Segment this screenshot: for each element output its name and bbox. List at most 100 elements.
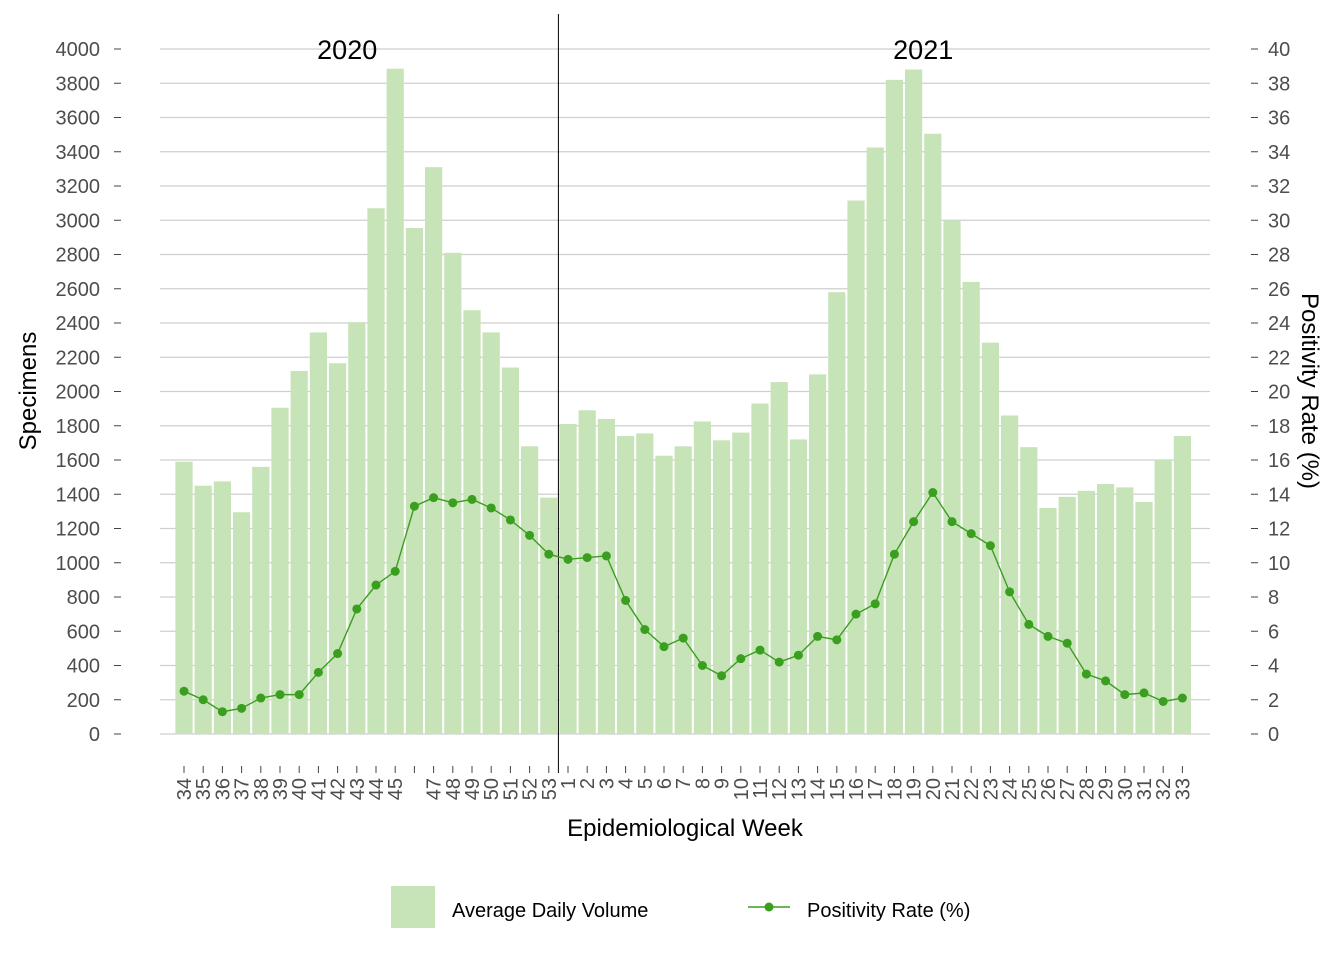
volume-bar bbox=[943, 220, 961, 734]
volume-bar bbox=[463, 310, 481, 734]
y-tick-label: 1000 bbox=[56, 553, 101, 575]
x-tick-label: 41 bbox=[308, 778, 330, 800]
x-tick-label: 44 bbox=[366, 778, 388, 800]
positivity-point bbox=[448, 498, 458, 508]
x-tick-label: 31 bbox=[1134, 778, 1156, 800]
legend-label-positivity: Positivity Rate (%) bbox=[807, 900, 970, 922]
x-tick-label: 18 bbox=[884, 778, 906, 800]
x-tick-label: 34 bbox=[174, 778, 196, 800]
y2-axis-title: Positivity Rate (%) bbox=[1296, 293, 1323, 489]
x-tick-label: 2 bbox=[577, 778, 599, 789]
x-tick-label: 50 bbox=[481, 778, 503, 800]
x-tick-label: 36 bbox=[212, 778, 234, 800]
volume-bar bbox=[962, 281, 980, 734]
volume-bar bbox=[405, 227, 423, 735]
positivity-point bbox=[793, 650, 803, 660]
y-tick-label: 2600 bbox=[56, 279, 101, 301]
volume-bar bbox=[540, 497, 558, 734]
y-tick-label: 3200 bbox=[56, 176, 101, 198]
x-tick-label: 29 bbox=[1096, 778, 1118, 800]
positivity-point bbox=[563, 554, 573, 564]
x-tick-label: 1 bbox=[558, 778, 580, 789]
x-tick-label: 39 bbox=[270, 778, 292, 800]
x-tick-label: 22 bbox=[961, 778, 983, 800]
x-tick-label: 47 bbox=[424, 778, 446, 800]
positivity-point bbox=[371, 580, 381, 590]
x-tick-label: 7 bbox=[673, 778, 695, 789]
y-tick-label: 3600 bbox=[56, 108, 101, 130]
positivity-point bbox=[313, 667, 323, 677]
positivity-point bbox=[486, 503, 496, 513]
x-tick-label: 45 bbox=[385, 778, 407, 800]
y-tick-label: 2400 bbox=[56, 313, 101, 335]
volume-bar bbox=[674, 446, 692, 734]
x-tick-label: 10 bbox=[731, 778, 753, 800]
positivity-point bbox=[1024, 619, 1034, 629]
x-tick-label: 33 bbox=[1172, 778, 1194, 800]
y2-tick-label: 16 bbox=[1268, 450, 1290, 472]
y2-tick-label: 0 bbox=[1268, 724, 1279, 746]
volume-bar bbox=[194, 485, 212, 734]
positivity-point bbox=[909, 517, 919, 527]
volume-bar bbox=[501, 367, 519, 734]
positivity-point bbox=[1101, 676, 1111, 686]
x-tick-label: 53 bbox=[539, 778, 561, 800]
y2-tick-label: 40 bbox=[1268, 39, 1290, 61]
positivity-point bbox=[409, 501, 419, 511]
positivity-point bbox=[1120, 690, 1130, 700]
volume-bar bbox=[386, 68, 404, 735]
x-tick-label: 27 bbox=[1057, 778, 1079, 800]
positivity-point bbox=[505, 515, 515, 525]
y-axis-title: Specimens bbox=[15, 332, 42, 451]
y2-tick-label: 30 bbox=[1268, 210, 1290, 232]
y-tick-label: 3400 bbox=[56, 142, 101, 164]
positivity-point bbox=[352, 604, 362, 614]
positivity-point bbox=[621, 595, 631, 605]
y2-tick-label: 26 bbox=[1268, 279, 1290, 301]
x-tick-label: 19 bbox=[904, 778, 926, 800]
x-tick-label: 48 bbox=[443, 778, 465, 800]
positivity-point bbox=[467, 494, 477, 504]
positivity-point bbox=[947, 517, 957, 527]
x-tick-label: 4 bbox=[616, 778, 638, 789]
positivity-point bbox=[870, 599, 880, 609]
y-tick-label: 3800 bbox=[56, 73, 101, 95]
y-tick-label: 800 bbox=[67, 587, 100, 609]
positivity-point bbox=[1005, 587, 1015, 597]
volume-bar bbox=[789, 439, 807, 734]
y-tick-label: 2200 bbox=[56, 347, 101, 369]
x-tick-label: 51 bbox=[500, 778, 522, 800]
y2-tick-label: 34 bbox=[1268, 142, 1290, 164]
legend: Average Daily Volume Positivity Rate (%) bbox=[391, 886, 970, 928]
x-tick-label: 30 bbox=[1115, 778, 1137, 800]
positivity-point bbox=[755, 645, 765, 655]
positivity-point bbox=[985, 541, 995, 551]
volume-bar bbox=[482, 332, 500, 734]
x-tick-label: 35 bbox=[193, 778, 215, 800]
volume-bar bbox=[329, 363, 347, 734]
positivity-point bbox=[928, 488, 938, 498]
x-tick-label: 28 bbox=[1076, 778, 1098, 800]
positivity-point bbox=[525, 530, 535, 540]
x-tick-label: 42 bbox=[328, 778, 350, 800]
positivity-point bbox=[697, 661, 707, 670]
y2-tick-label: 24 bbox=[1268, 313, 1290, 335]
volume-bar bbox=[559, 424, 577, 734]
positivity-point bbox=[1139, 688, 1149, 698]
x-tick-label: 9 bbox=[712, 778, 734, 789]
volume-bar bbox=[213, 481, 231, 734]
positivity-point bbox=[851, 609, 861, 619]
y-tick-label: 400 bbox=[67, 656, 100, 678]
y-tick-label: 600 bbox=[67, 621, 100, 643]
positivity-point bbox=[179, 686, 189, 696]
x-tick-label: 40 bbox=[289, 778, 311, 800]
y-tick-label: 1800 bbox=[56, 416, 101, 438]
positivity-point bbox=[256, 693, 266, 703]
volume-bar bbox=[1077, 490, 1095, 734]
x-tick-label: 32 bbox=[1153, 778, 1175, 800]
positivity-point bbox=[333, 649, 343, 659]
volume-bar bbox=[1154, 460, 1172, 734]
positivity-point bbox=[601, 551, 611, 561]
y2-tick-label: 6 bbox=[1268, 621, 1279, 643]
